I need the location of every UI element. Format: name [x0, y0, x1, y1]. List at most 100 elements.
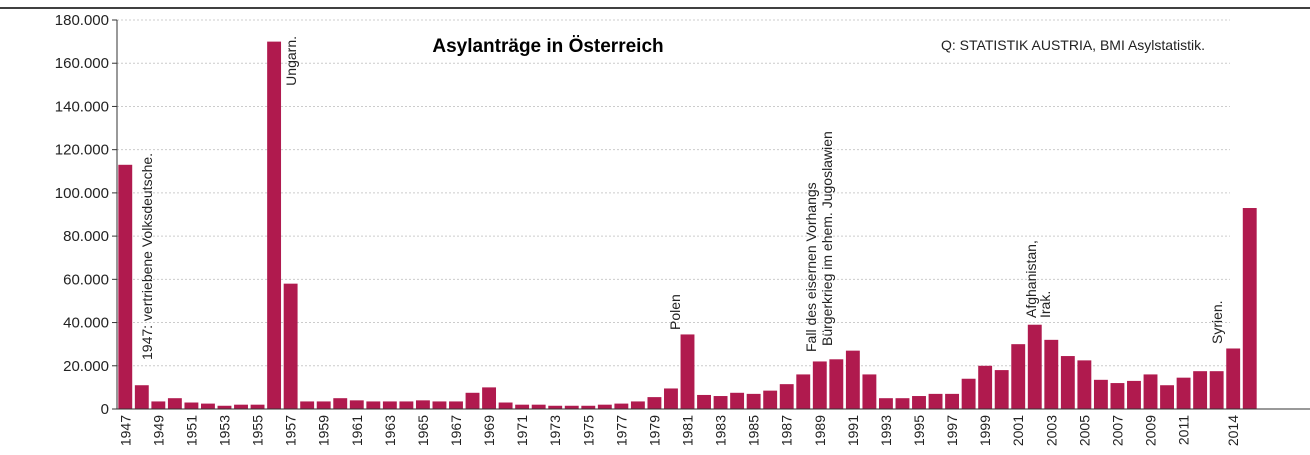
annotation: Bürgerkrieg im ehem. Jugoslawien [819, 131, 835, 346]
x-tick-label: 2003 [1043, 415, 1059, 446]
x-tick-label: 1967 [448, 415, 464, 446]
x-tick-label: 1969 [481, 415, 497, 446]
x-tick-label: 1963 [382, 415, 398, 446]
x-tick-label: 1947 [117, 415, 133, 446]
y-tick-label: 80.000 [63, 228, 109, 245]
bar [1127, 380, 1141, 409]
y-tick-label: 100.000 [55, 185, 109, 202]
bar [531, 404, 546, 409]
bar [333, 398, 348, 409]
x-tick-label: 1975 [580, 415, 596, 446]
bar [1077, 360, 1092, 409]
bar [697, 394, 711, 409]
x-tick-label: 1953 [216, 415, 232, 446]
y-tick-label: 60.000 [63, 271, 109, 288]
bar [895, 398, 910, 409]
bar [779, 384, 794, 409]
x-tick-label: 2001 [1010, 415, 1026, 446]
bar [382, 401, 397, 409]
bar [1110, 383, 1125, 409]
x-tick-label: 1979 [646, 415, 662, 446]
y-tick-label: 160.000 [55, 55, 109, 72]
bar [845, 350, 860, 409]
annotation: Ungarn. [283, 36, 299, 86]
bar [316, 401, 331, 409]
x-tick-label: 1949 [150, 415, 166, 446]
bar [184, 402, 199, 409]
y-tick-label: 180.000 [55, 12, 109, 29]
bar [630, 401, 645, 409]
bar [415, 400, 430, 409]
bar [1093, 379, 1108, 409]
x-tick-label: 1987 [779, 415, 795, 446]
bar [151, 401, 166, 409]
x-tick-label: 2005 [1076, 415, 1092, 446]
annotation: Fall des eisernen Vorhangs [803, 182, 819, 352]
bar [432, 401, 447, 409]
bar [167, 398, 182, 409]
x-tick-label: 2014 [1225, 415, 1241, 446]
bar [978, 365, 993, 409]
bar [581, 405, 596, 409]
y-tick-label: 120.000 [55, 142, 109, 159]
bar [597, 404, 612, 409]
bar [1027, 324, 1042, 409]
bar [1044, 339, 1059, 409]
x-tick-label: 1993 [878, 415, 894, 446]
bar [862, 374, 877, 409]
y-tick-label: 40.000 [63, 315, 109, 332]
bar [680, 334, 695, 409]
bar [746, 393, 761, 409]
x-tick-label: 1997 [944, 415, 960, 446]
y-tick-label: 0 [101, 401, 109, 418]
bar [349, 400, 364, 409]
bar [515, 404, 530, 409]
x-tick-label: 1961 [349, 415, 365, 446]
bar [449, 401, 463, 409]
x-tick-label: 1957 [283, 415, 299, 446]
y-tick-label: 20.000 [63, 358, 109, 375]
bar [1226, 348, 1241, 409]
bar [730, 392, 745, 409]
bar [878, 398, 893, 409]
bar [1160, 385, 1174, 409]
x-tick-label: 1983 [713, 415, 729, 446]
bar [647, 397, 662, 409]
y-tick-label: 140.000 [55, 98, 109, 115]
bar [548, 405, 563, 409]
bar [928, 393, 943, 409]
bar [300, 401, 315, 409]
x-tick-label: 2011 [1176, 415, 1192, 445]
bar [1060, 356, 1075, 409]
bar [217, 405, 232, 409]
x-tick-label: 1981 [680, 415, 696, 446]
x-tick-label: 1989 [812, 415, 828, 446]
chart-title: Asylanträge in Österreich [432, 36, 663, 57]
bar [465, 392, 480, 409]
bar [564, 405, 579, 409]
bar [664, 388, 678, 409]
x-tick-label: 1951 [183, 415, 199, 446]
bar [267, 41, 282, 409]
bar [713, 396, 728, 409]
bar [1011, 344, 1026, 409]
bar [812, 361, 827, 409]
bar [1176, 377, 1191, 409]
bar [482, 387, 497, 409]
bar [763, 390, 778, 409]
bar [961, 378, 976, 409]
x-tick-label: 1991 [845, 415, 861, 446]
x-tick-label: 1977 [613, 415, 629, 446]
bar [614, 403, 629, 409]
annotation: 1947: vertriebene Volksdeutsche. [139, 153, 155, 360]
x-tick-label: 1973 [547, 415, 563, 446]
x-tick-label: 1965 [415, 415, 431, 446]
bar [283, 283, 298, 409]
x-tick-label: 2007 [1109, 415, 1125, 446]
bar [1242, 208, 1257, 409]
x-tick-label: 1955 [250, 415, 266, 446]
bar [250, 404, 265, 409]
x-tick-label: 1971 [514, 415, 530, 446]
bar [1209, 371, 1224, 409]
